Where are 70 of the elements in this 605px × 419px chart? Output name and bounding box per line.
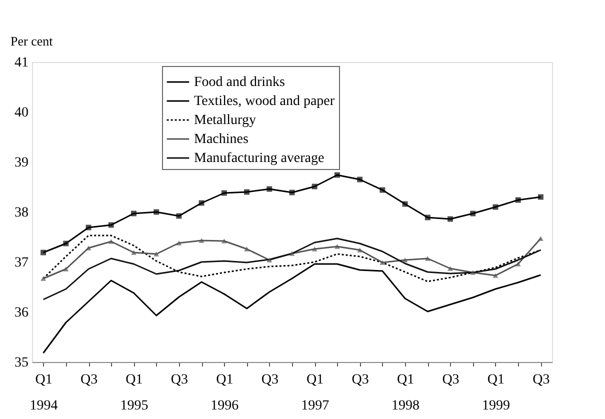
point bbox=[448, 266, 453, 271]
y-tick-label: 35 bbox=[14, 356, 28, 370]
point bbox=[131, 210, 136, 216]
y-tick-label: 36 bbox=[14, 306, 28, 320]
point bbox=[40, 250, 46, 256]
point bbox=[492, 204, 498, 210]
point bbox=[312, 246, 318, 252]
x-tick-label: Q1 1999 bbox=[482, 372, 510, 414]
x-tick-label: Q3 bbox=[442, 372, 460, 388]
point bbox=[266, 258, 272, 262]
x-tick-label: Q3 bbox=[170, 372, 188, 388]
point bbox=[244, 246, 250, 252]
x-tick-label: Q1 1994 bbox=[30, 372, 58, 414]
x-tick-label: Q1 1998 bbox=[392, 372, 420, 414]
point bbox=[63, 266, 69, 272]
point bbox=[244, 189, 250, 195]
point bbox=[538, 236, 544, 241]
point bbox=[448, 216, 453, 222]
y-tick-label: 40 bbox=[14, 106, 28, 120]
line-series bbox=[42, 238, 542, 300]
point bbox=[221, 190, 227, 196]
point bbox=[424, 256, 430, 261]
x-tick-label: Q1 1997 bbox=[301, 372, 330, 414]
point bbox=[515, 197, 521, 203]
point bbox=[131, 250, 136, 255]
point bbox=[357, 176, 363, 182]
x-tick-label: Q3 bbox=[532, 372, 550, 388]
point bbox=[357, 248, 363, 252]
point bbox=[221, 238, 227, 244]
legend-label: Food and drinks bbox=[194, 75, 285, 90]
point bbox=[380, 260, 386, 265]
point bbox=[86, 224, 92, 230]
y-tick-label: 38 bbox=[14, 206, 28, 220]
point bbox=[470, 270, 476, 275]
point bbox=[63, 240, 69, 246]
legend-label: Textiles, wood and paper bbox=[194, 94, 335, 109]
point bbox=[154, 252, 160, 256]
point bbox=[108, 222, 114, 228]
y-tick-label: 41 bbox=[14, 56, 28, 70]
y-tick-label: 39 bbox=[14, 156, 28, 170]
legend-label: Manufacturing average bbox=[194, 151, 324, 166]
point bbox=[402, 201, 408, 207]
point bbox=[380, 187, 386, 193]
point bbox=[198, 238, 204, 243]
point bbox=[492, 273, 498, 278]
point bbox=[312, 184, 318, 190]
point bbox=[538, 194, 544, 200]
x-tick-label: Q3 bbox=[352, 372, 369, 388]
point bbox=[334, 172, 340, 178]
point bbox=[154, 209, 160, 215]
legend-label: Machines bbox=[194, 132, 248, 147]
point bbox=[108, 239, 114, 244]
point bbox=[515, 262, 521, 266]
point bbox=[402, 258, 408, 262]
x-tick-label: Q3 bbox=[80, 372, 98, 388]
point bbox=[40, 276, 46, 281]
x-tick-label: Q3 bbox=[261, 372, 278, 388]
point bbox=[176, 240, 182, 246]
point bbox=[289, 251, 295, 256]
x-tick-label: Q1 1996 bbox=[210, 372, 239, 414]
point bbox=[198, 200, 204, 206]
x-tick-label: Q1 1995 bbox=[120, 372, 148, 414]
point bbox=[266, 186, 272, 192]
point bbox=[176, 213, 182, 219]
point bbox=[334, 244, 340, 249]
legend-label: Metallurgy bbox=[194, 113, 256, 128]
point bbox=[470, 210, 476, 216]
y-tick-label: 37 bbox=[14, 256, 28, 270]
y-axis-title: Per cent bbox=[10, 34, 54, 48]
point bbox=[424, 214, 430, 220]
